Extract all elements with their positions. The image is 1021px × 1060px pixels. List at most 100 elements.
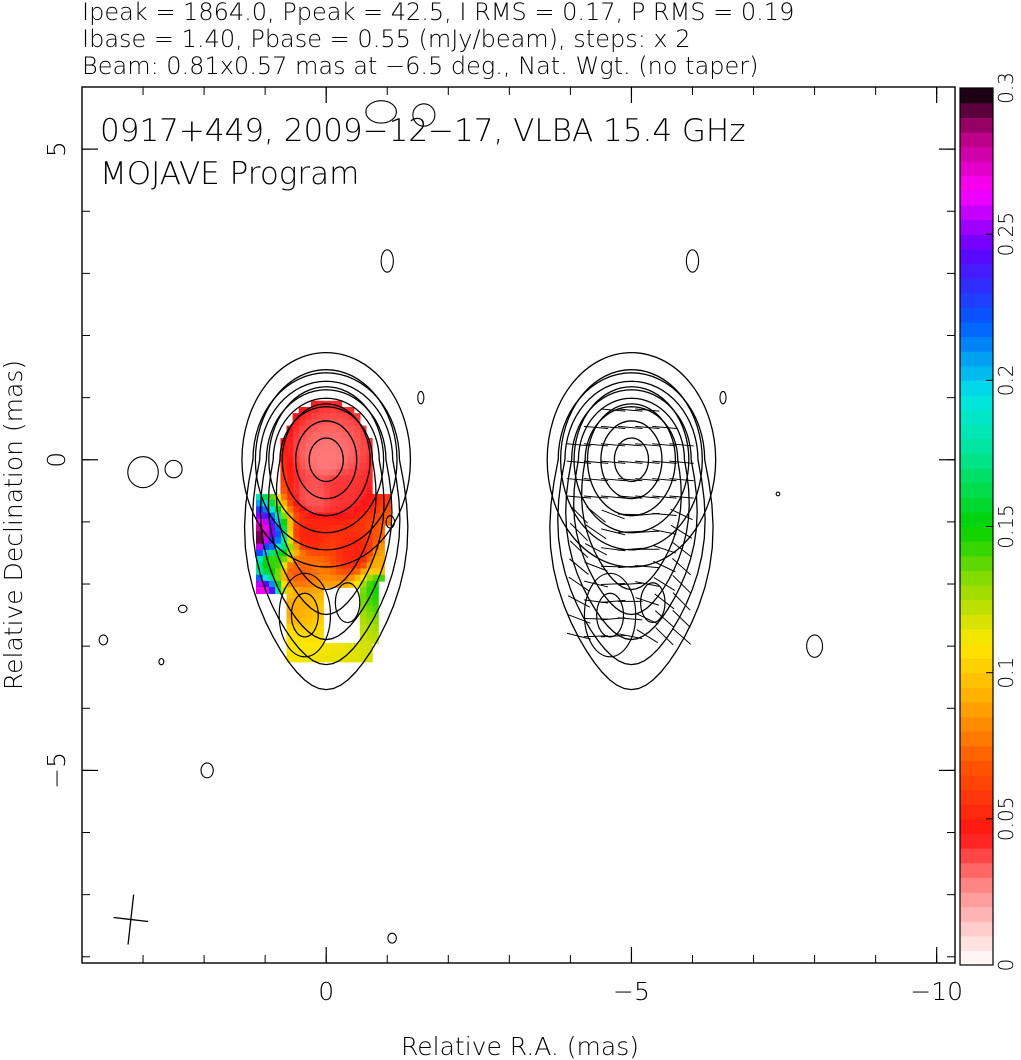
evpa-vector bbox=[618, 495, 643, 499]
polarization-pixel bbox=[323, 438, 330, 445]
polarization-pixel bbox=[298, 406, 306, 414]
polarization-pixel bbox=[353, 462, 361, 470]
polarization-pixel bbox=[286, 649, 294, 657]
polarization-pixel bbox=[286, 624, 294, 632]
evpa-vector bbox=[584, 543, 608, 556]
polarization-pixel bbox=[378, 518, 385, 526]
polarization-pixel bbox=[310, 568, 318, 576]
left-panel-contour-44.8 bbox=[241, 351, 412, 568]
polarization-pixel bbox=[359, 587, 367, 595]
polarization-pixel bbox=[317, 537, 324, 545]
polarization-pixel bbox=[268, 574, 276, 582]
evpa-vector bbox=[652, 478, 677, 482]
polarization-pixel bbox=[286, 444, 294, 452]
left-panel-contour-358.4 bbox=[281, 403, 371, 517]
colorbar-segment bbox=[960, 234, 993, 250]
polarization-pixel bbox=[255, 493, 263, 501]
polarization-pixel bbox=[268, 562, 276, 570]
polarization-pixel bbox=[286, 643, 294, 650]
polarization-pixel bbox=[268, 587, 276, 595]
polarization-pixel bbox=[384, 493, 391, 501]
polarization-pixel bbox=[255, 543, 263, 551]
evpa-vector bbox=[669, 495, 694, 499]
polarization-pixel bbox=[365, 636, 373, 644]
colorbar-segment bbox=[960, 906, 993, 922]
polarization-pixel bbox=[304, 549, 312, 557]
evpa-vector bbox=[654, 610, 674, 628]
noise-contour-layer bbox=[98, 100, 824, 944]
polarization-pixel bbox=[365, 518, 373, 526]
polarization-pixel bbox=[280, 438, 288, 445]
noise-contour bbox=[177, 604, 188, 614]
polarization-pixel bbox=[286, 462, 294, 470]
polarization-pixel bbox=[310, 425, 318, 433]
polarization-pixel bbox=[304, 525, 312, 532]
polarization-pixel bbox=[298, 481, 306, 489]
polarization-pixel bbox=[323, 493, 330, 501]
polarization-pixel bbox=[286, 481, 294, 489]
polarization-pixel bbox=[323, 506, 330, 514]
polarization-pixel bbox=[329, 655, 337, 663]
polarization-pixel bbox=[304, 611, 312, 619]
polarization-pixel bbox=[268, 525, 276, 532]
polarization-pixel bbox=[298, 425, 306, 433]
evpa-vector bbox=[669, 460, 694, 464]
noise-contour bbox=[385, 515, 396, 529]
polarization-pixel bbox=[298, 493, 306, 501]
polarization-pixel bbox=[323, 525, 330, 532]
polarization-pixel bbox=[335, 462, 343, 470]
polarization-pixel bbox=[292, 649, 300, 657]
polarization-pixel bbox=[274, 537, 282, 545]
polarization-pixel bbox=[298, 500, 306, 508]
polarization-pixel bbox=[304, 537, 312, 545]
polarization-pixel bbox=[310, 413, 318, 421]
polarization-pixel bbox=[286, 611, 294, 619]
left-panel-contour-716.8 bbox=[295, 420, 358, 500]
polarization-pixel bbox=[298, 444, 306, 452]
colorbar-segment bbox=[960, 161, 993, 177]
polarization-pixel bbox=[317, 487, 324, 495]
polarization-pixel bbox=[371, 512, 379, 520]
evpa-vector bbox=[566, 632, 591, 640]
polarization-pixel bbox=[365, 456, 373, 464]
polarization-pixel bbox=[329, 556, 337, 563]
colorbar-tick-label: 0.15 bbox=[994, 504, 1018, 549]
y-axis-label: Relative Declination (mas) bbox=[0, 360, 28, 690]
polarization-pixel bbox=[262, 556, 269, 563]
polarization-pixel bbox=[317, 438, 324, 445]
polarization-pixel bbox=[335, 643, 343, 650]
evpa-vector bbox=[655, 627, 674, 646]
polarization-pixel bbox=[292, 444, 300, 452]
polarization-pixel bbox=[329, 543, 337, 551]
polarization-pixel bbox=[359, 431, 367, 439]
polarization-pixel bbox=[335, 568, 343, 576]
polarization-pixel bbox=[317, 549, 324, 557]
polarization-pixel bbox=[365, 618, 373, 626]
evpa-vector bbox=[584, 580, 609, 588]
polarization-pixel bbox=[286, 525, 294, 532]
polarization-pixel bbox=[298, 624, 306, 632]
polarization-pixel bbox=[371, 587, 379, 595]
colorbar-segment bbox=[960, 716, 993, 732]
noise-contour bbox=[365, 100, 397, 124]
polarization-pixel bbox=[280, 537, 288, 545]
evpa-vector bbox=[618, 582, 643, 586]
polarization-pixel bbox=[274, 556, 282, 563]
polarization-pixel bbox=[262, 518, 269, 526]
polarization-pixel bbox=[317, 624, 324, 632]
polarization-pixel bbox=[286, 518, 294, 526]
polarization-pixel bbox=[359, 481, 367, 489]
colorbar-segment bbox=[960, 643, 993, 659]
polarization-pixel bbox=[255, 506, 263, 514]
x-tick-label: −10 bbox=[910, 977, 963, 1006]
polarization-pixel bbox=[286, 500, 294, 508]
colorbar-tick-label: 0.1 bbox=[994, 657, 1018, 689]
polarization-pixel bbox=[268, 500, 276, 508]
polarization-pixel bbox=[341, 419, 349, 427]
noise-contour bbox=[380, 249, 394, 273]
polarization-pixel bbox=[292, 500, 300, 508]
polarization-pixel bbox=[329, 506, 337, 514]
evpa-vector bbox=[569, 522, 588, 541]
left-panel-jet-knot-contour bbox=[278, 572, 332, 658]
polarization-pixel bbox=[298, 419, 306, 427]
